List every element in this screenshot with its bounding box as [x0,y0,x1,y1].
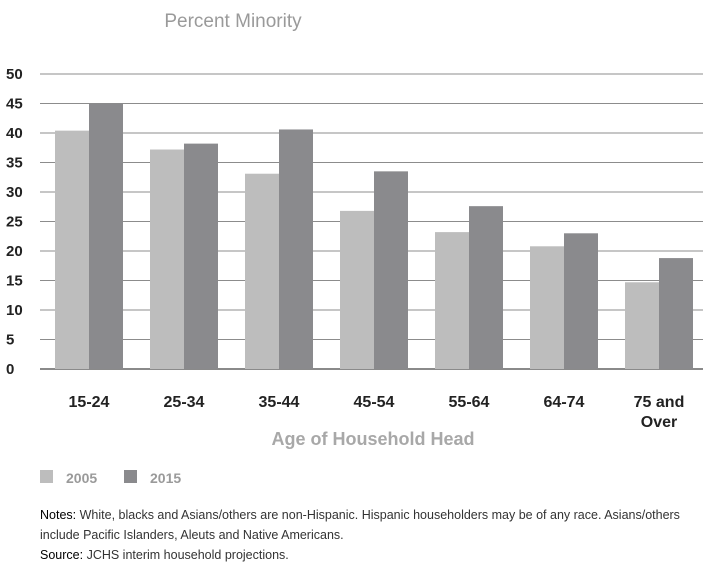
y-tick-label: 0 [6,361,14,378]
legend-label: 2015 [150,470,181,486]
y-axis-ticks: 0 5 10 15 20 25 30 35 40 45 50 [6,66,23,378]
notes-block: Notes: White, blacks and Asians/others a… [40,505,680,565]
x-tick-label: 15-24 [69,394,110,411]
bar-2005-35-44 [245,173,279,369]
notes-paragraph: Notes: White, blacks and Asians/others a… [40,505,680,545]
y-tick-label: 25 [6,214,23,231]
y-tick-label: 45 [6,96,23,113]
legend-label: 2005 [66,470,97,486]
legend-swatch [124,470,137,483]
bar-2015-35-44 [279,129,313,369]
bar-2015-64-74 [564,233,598,369]
x-tick-label: 45-54 [354,394,395,411]
legend-swatch [40,470,53,483]
bar-2005-15-24 [55,130,89,369]
y-tick-label: 5 [6,332,14,349]
bar-2005-45-54 [340,210,374,369]
source-label: Source: [40,548,84,562]
source-paragraph: Source: JCHS interim household projectio… [40,545,680,565]
bar-2005-55-64 [435,232,469,369]
source-text: JCHS interim household projections. [83,548,289,562]
y-tick-label: 15 [6,273,23,290]
bar-2005-25-34 [150,149,184,369]
legend: 2005 2015 [40,470,181,486]
y-tick-label: 50 [6,66,23,83]
chart-title: Percent Minority [164,11,302,32]
bar-2015-75-and-over [659,258,693,369]
x-tick-label: 25-34 [164,394,205,411]
y-tick-label: 35 [6,155,23,172]
x-axis-label: Age of Household Head [271,429,474,449]
bar-2005-75-and-over [625,282,659,369]
bar-chart: Percent Minority 0 5 10 15 20 25 30 35 40 45 50 15… [6,11,703,486]
y-tick-label: 20 [6,243,23,260]
notes-label: Notes: [40,508,77,522]
bar-2015-45-54 [374,171,408,369]
x-tick-label: 75 and Over [634,394,685,431]
bar-2015-25-34 [184,143,218,369]
bar-2015-55-64 [469,206,503,369]
y-tick-label: 10 [6,302,23,319]
x-tick-label: 35-44 [259,394,300,411]
notes-text: White, blacks and Asians/others are non-… [40,508,680,542]
bar-2005-64-74 [530,246,564,369]
x-tick-label: 64-74 [544,394,585,411]
x-tick-label: 55-64 [449,394,490,411]
bar-2015-15-24 [89,103,123,369]
y-tick-label: 30 [6,184,23,201]
y-tick-label: 40 [6,125,23,142]
x-axis-ticks: 15-24 25-34 35-44 45-54 55-64 64-74 75 and Over [69,394,685,431]
bars [55,103,693,369]
